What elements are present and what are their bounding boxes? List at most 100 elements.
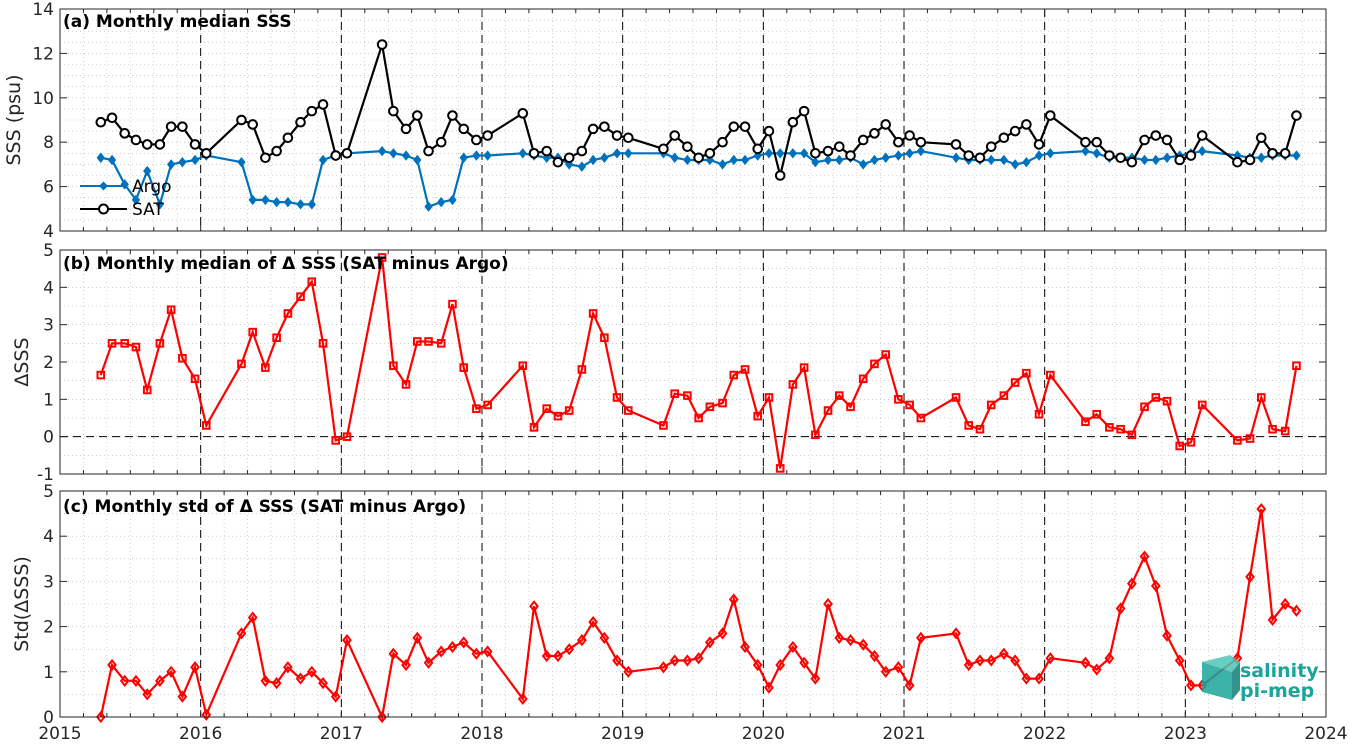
data-point bbox=[552, 156, 564, 168]
data-point bbox=[951, 152, 961, 163]
data-point bbox=[1034, 150, 1044, 161]
y-tick-label: 0 bbox=[43, 708, 54, 728]
data-point bbox=[155, 339, 165, 348]
data-point bbox=[1162, 396, 1172, 406]
data-point bbox=[1198, 145, 1207, 157]
data-point bbox=[1292, 150, 1301, 161]
data-point bbox=[517, 692, 528, 706]
data-point bbox=[693, 652, 704, 665]
x-tick-label: 2024 bbox=[1304, 724, 1347, 744]
data-point bbox=[752, 658, 763, 672]
data-point bbox=[880, 665, 891, 678]
data-point bbox=[553, 411, 563, 421]
legend-argo-marker bbox=[98, 181, 109, 191]
panel-c-ylabel: Std(ΔSSS) bbox=[11, 556, 33, 652]
data-point bbox=[974, 152, 986, 164]
data-point bbox=[401, 150, 411, 161]
data-point bbox=[412, 337, 422, 346]
data-point bbox=[529, 600, 539, 613]
panel-a-ylabel: SSS (psu) bbox=[3, 74, 25, 165]
data-point bbox=[1268, 424, 1277, 434]
data-point bbox=[247, 611, 258, 624]
data-point bbox=[295, 116, 306, 128]
data-point bbox=[951, 393, 961, 402]
data-point bbox=[1139, 550, 1150, 563]
panel-b-ylabel: ΔSSS bbox=[11, 337, 33, 386]
data-point bbox=[1091, 663, 1102, 676]
data-point bbox=[318, 676, 328, 690]
data-point bbox=[1080, 136, 1091, 148]
data-point bbox=[1196, 130, 1208, 141]
data-point bbox=[763, 125, 775, 137]
data-point bbox=[1010, 159, 1020, 170]
data-point bbox=[341, 148, 353, 159]
data-point bbox=[458, 636, 469, 649]
data-point bbox=[728, 121, 740, 132]
data-point bbox=[448, 194, 457, 206]
data-point bbox=[1105, 423, 1114, 432]
data-point bbox=[905, 148, 914, 159]
y-tick-label: 0 bbox=[43, 428, 54, 448]
series-line-delta bbox=[99, 508, 1298, 721]
data-point bbox=[693, 152, 704, 164]
data-point bbox=[1161, 134, 1173, 146]
data-point bbox=[588, 154, 598, 166]
y-tick-label: 5 bbox=[43, 482, 54, 502]
data-point bbox=[1021, 672, 1032, 685]
data-point bbox=[1175, 441, 1185, 451]
data-point bbox=[107, 339, 117, 348]
data-point bbox=[577, 161, 587, 172]
logo-line2: pi-mep bbox=[1240, 680, 1314, 702]
y-tick-label: 4 bbox=[43, 222, 54, 242]
data-point bbox=[1244, 154, 1256, 166]
data-point bbox=[518, 148, 527, 159]
data-point bbox=[1267, 148, 1278, 159]
data-point bbox=[201, 421, 211, 430]
data-point bbox=[1232, 156, 1243, 168]
panel-b: -1 0 1 2 3 4 5 (b) Monthly median of Δ SSS (SA… bbox=[11, 241, 1327, 485]
data-point bbox=[858, 374, 868, 384]
data-point bbox=[200, 148, 212, 159]
data-point bbox=[1034, 672, 1044, 685]
data-point bbox=[810, 148, 821, 159]
data-point bbox=[458, 123, 470, 135]
x-tick-label: 2021 bbox=[882, 724, 925, 744]
data-point bbox=[342, 634, 352, 647]
data-point bbox=[987, 154, 996, 166]
data-point bbox=[436, 339, 446, 348]
data-point bbox=[870, 359, 879, 369]
data-point bbox=[190, 661, 200, 674]
data-point bbox=[893, 661, 904, 674]
y-tick-label: 3 bbox=[43, 316, 54, 336]
data-point bbox=[248, 194, 257, 206]
data-point bbox=[704, 636, 715, 649]
data-point bbox=[1256, 393, 1266, 402]
data-point bbox=[975, 654, 985, 667]
data-point bbox=[283, 309, 293, 318]
data-point bbox=[799, 363, 809, 372]
data-point bbox=[1115, 152, 1126, 164]
y-tick-label: 1 bbox=[43, 663, 54, 683]
data-point bbox=[541, 145, 553, 157]
data-point bbox=[893, 136, 904, 148]
data-point bbox=[472, 404, 481, 413]
y-tick-label: 4 bbox=[43, 278, 54, 298]
data-point bbox=[1291, 604, 1302, 617]
data-point bbox=[389, 148, 398, 159]
data-point bbox=[541, 649, 552, 663]
data-point bbox=[1010, 654, 1021, 667]
data-point bbox=[447, 110, 458, 121]
data-point bbox=[260, 674, 271, 687]
data-point bbox=[775, 658, 786, 672]
data-point bbox=[975, 424, 985, 434]
data-point bbox=[718, 159, 727, 170]
data-point bbox=[1280, 597, 1291, 611]
data-point bbox=[1116, 424, 1125, 434]
data-point bbox=[823, 406, 833, 415]
data-point bbox=[482, 645, 493, 658]
data-point bbox=[413, 154, 422, 166]
data-point bbox=[459, 363, 469, 372]
data-point bbox=[1126, 156, 1138, 168]
data-point bbox=[694, 413, 703, 423]
data-point bbox=[705, 402, 715, 412]
